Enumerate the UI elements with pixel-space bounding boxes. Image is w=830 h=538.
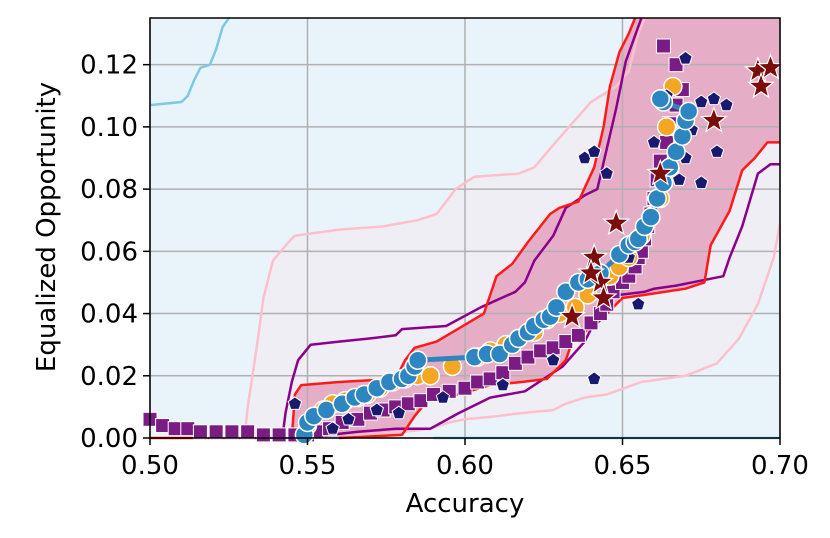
- data-point-blue: [672, 126, 693, 146]
- data-point-orange: [656, 117, 677, 137]
- data-point-star: [580, 242, 609, 270]
- band-line: [243, 17, 646, 439]
- data-point-square: [482, 371, 498, 387]
- data-point-square: [413, 393, 429, 409]
- band-line: [149, 17, 230, 107]
- data-point-orange: [420, 366, 441, 386]
- data-point-pentagon: [694, 94, 709, 109]
- data-point-pentagon: [586, 371, 602, 386]
- data-point-pentagon: [287, 396, 303, 410]
- data-point-square: [180, 421, 196, 437]
- y-tick-label: 0.02: [80, 362, 138, 392]
- data-point-square: [520, 349, 536, 365]
- data-point-square: [271, 427, 287, 443]
- data-point-pentagon: [694, 175, 709, 190]
- data-point-blue: [546, 297, 567, 318]
- data-point-square: [533, 343, 549, 359]
- data-point-square: [558, 334, 574, 350]
- data-point-pentagon: [671, 172, 687, 186]
- data-point-blue: [408, 350, 428, 370]
- data-point-pentagon: [631, 296, 646, 311]
- data-point-pentagon: [369, 402, 385, 417]
- y-tick-label: 0.00: [80, 424, 138, 454]
- x-tick-label: 0.65: [594, 451, 652, 481]
- y-axis-label: Equalized Opportunity: [32, 82, 62, 372]
- data-point-pentagon: [391, 405, 407, 420]
- band-line: [150, 17, 637, 440]
- x-tick-label: 0.55: [279, 451, 337, 481]
- data-point-pentagon: [545, 352, 561, 367]
- data-point-pentagon: [706, 91, 722, 106]
- y-tick-label: 0.04: [80, 300, 138, 330]
- data-point-pentagon: [341, 411, 356, 426]
- data-point-square: [167, 421, 183, 437]
- data-point-square: [240, 424, 256, 440]
- data-point-square: [208, 424, 224, 440]
- data-point-blue: [650, 89, 671, 109]
- data-point-pentagon: [646, 134, 662, 149]
- data-point-blue: [641, 207, 661, 227]
- x-tick-label: 0.50: [121, 451, 179, 481]
- data-point-square: [155, 418, 171, 434]
- data-point-pentagon: [495, 377, 511, 392]
- data-point-star: [646, 158, 675, 186]
- data-point-square: [570, 327, 586, 343]
- data-point-pentagon: [719, 97, 734, 112]
- data-point-pentagon: [586, 144, 602, 158]
- data-point-star: [589, 283, 618, 310]
- data-point-pentagon: [435, 389, 451, 404]
- data-point-square: [224, 424, 240, 440]
- data-point-pentagon: [599, 165, 614, 180]
- data-point-square: [255, 427, 271, 443]
- data-point-star: [558, 301, 587, 329]
- data-point-square: [655, 38, 671, 54]
- band-line: [281, 17, 643, 439]
- data-point-blue: [678, 101, 699, 122]
- data-point-square: [507, 355, 523, 371]
- data-point-square: [457, 380, 473, 396]
- data-point-square: [400, 396, 416, 412]
- data-point-star: [602, 208, 631, 236]
- data-point-star: [576, 258, 606, 285]
- x-axis-label: Accuracy: [406, 489, 525, 519]
- data-point-pentagon: [709, 144, 725, 158]
- y-tick-label: 0.10: [80, 113, 138, 143]
- x-tick-label: 0.70: [751, 451, 809, 481]
- y-tick-label: 0.06: [80, 237, 138, 267]
- data-point-star: [699, 106, 728, 133]
- y-tick-label: 0.08: [80, 175, 138, 205]
- data-point-pentagon: [325, 421, 340, 435]
- data-point-pentagon: [678, 50, 693, 65]
- x-tick-label: 0.60: [436, 451, 494, 481]
- data-point-square: [470, 374, 486, 390]
- data-point-star: [747, 71, 776, 99]
- data-point-square: [192, 424, 208, 440]
- y-tick-label: 0.12: [80, 51, 138, 81]
- data-point-square: [668, 57, 684, 73]
